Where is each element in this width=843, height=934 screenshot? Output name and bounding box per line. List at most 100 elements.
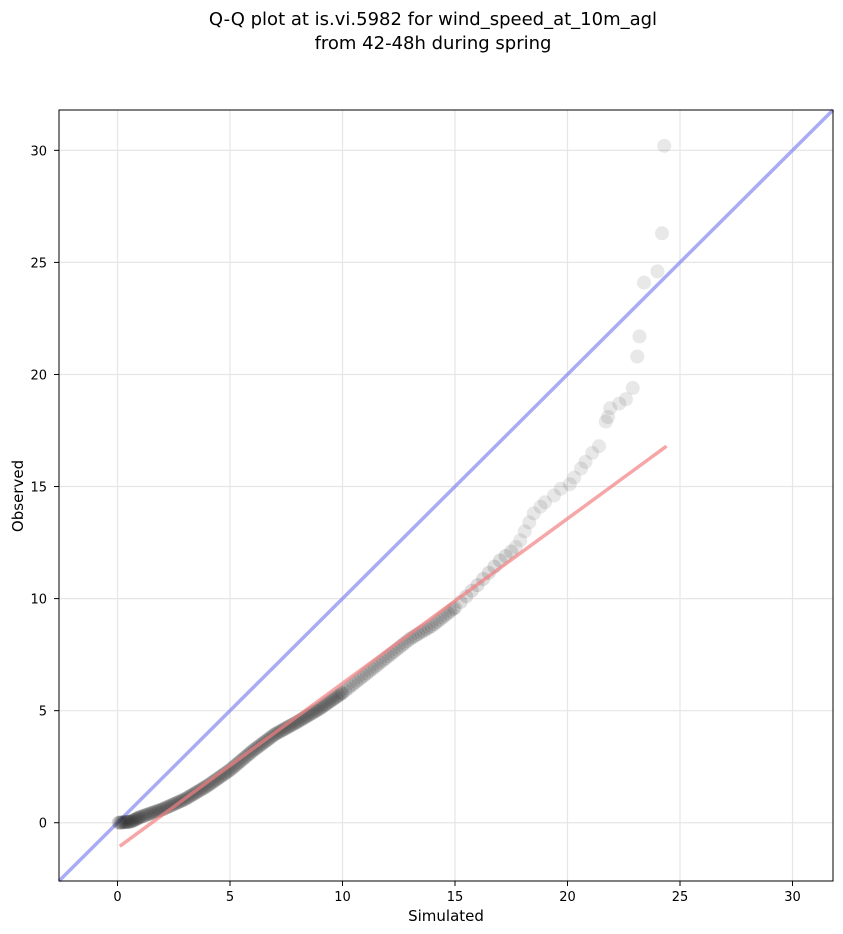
data-point-220 [619,392,633,407]
data-point-23 [139,807,154,822]
data-point-15 [128,812,143,827]
data-point-200 [504,544,519,559]
y-tick-label-1: 5 [39,705,47,720]
x-tick-label-0: 0 [113,890,121,905]
data-point-152 [346,677,361,692]
data-point-147 [334,686,349,701]
data-point-24 [140,807,155,822]
data-point-7 [119,815,134,830]
data-point-211 [567,470,582,485]
data-point-226 [655,226,669,241]
data-point-144 [329,689,344,704]
data-point-212 [574,461,588,476]
data-point-81 [230,756,245,771]
y-tick-label-3: 15 [30,481,47,496]
data-point-223 [632,329,647,344]
x-tick-label-1: 5 [226,890,234,905]
data-point-221 [625,380,640,395]
data-point-138 [320,696,335,711]
grid-lines [59,110,833,881]
y-tick-label-4: 20 [30,368,47,383]
data-point-203 [517,524,532,539]
data-point-5 [117,815,132,830]
data-point-154 [351,672,366,687]
data-point-214 [585,445,600,460]
data-point-148 [335,685,350,700]
data-point-192 [459,589,474,604]
data-point-196 [481,565,496,580]
x-tick-label-2: 10 [334,890,351,905]
data-point-150 [340,681,355,696]
x-tick-label-6: 30 [784,890,801,905]
y-axis-ticks: 0 5 10 15 20 25 30 [30,144,59,832]
data-point-139 [322,695,336,710]
fit-line [118,444,668,848]
x-tick-label-5: 25 [672,890,689,905]
plot-frame [58,109,834,882]
data-point-210 [562,477,577,492]
data-point-12 [125,814,140,829]
chart-title-line-2: from 42-48h during spring [315,33,552,54]
data-point-227 [657,138,672,153]
data-point-202 [513,533,528,548]
data-point-22 [137,808,152,823]
data-point-4 [116,815,131,830]
data-point-9 [121,814,136,829]
data-point-20 [134,809,149,824]
data-point-205 [526,506,541,521]
data-point-2 [113,815,128,830]
identity-line [57,108,835,883]
data-point-219 [612,396,627,411]
x-axis-label: Simulated [408,907,484,925]
y-tick-label-0: 0 [39,817,47,832]
data-point-38 [162,798,177,813]
data-point-111 [277,721,292,736]
y-tick-label-2: 10 [30,593,47,608]
data-point-224 [637,275,651,290]
data-point-17 [130,811,145,826]
data-point-61 [199,779,214,794]
x-tick-label-3: 15 [447,890,464,905]
data-point-18 [131,810,146,825]
data-point-10 [122,814,137,829]
data-point-27 [145,805,160,820]
data-point-142 [326,691,341,706]
data-point-215 [592,439,606,454]
data-point-63 [202,777,217,792]
data-point-62 [200,778,215,793]
data-point-1 [112,815,127,830]
data-point-209 [553,481,568,496]
data-point-133 [312,701,327,716]
data-point-208 [547,488,561,503]
data-point-136 [317,698,332,713]
data-point-149 [338,683,353,698]
data-point-21 [136,809,151,824]
data-point-25 [142,806,157,821]
data-point-218 [603,401,618,416]
data-points [111,138,672,830]
data-point-39 [164,798,179,813]
data-point-19 [133,810,147,825]
y-tick-label-6: 30 [30,144,47,159]
data-point-60 [197,780,212,795]
data-point-112 [279,720,294,735]
data-point-201 [508,540,523,555]
data-point-82 [232,755,247,770]
data-point-0 [111,815,126,830]
data-point-225 [650,264,665,279]
data-point-11 [124,814,138,829]
data-point-140 [323,694,338,709]
data-point-207 [538,495,552,510]
data-point-134 [314,700,329,715]
data-point-135 [315,699,330,714]
x-tick-label-4: 20 [559,890,576,905]
data-point-146 [333,687,348,702]
data-point-137 [318,697,333,712]
data-point-80 [229,757,244,772]
data-point-83 [233,753,248,768]
data-point-3 [115,815,129,830]
reference-lines [57,108,835,883]
data-point-155 [354,670,369,685]
data-point-132 [310,702,325,717]
